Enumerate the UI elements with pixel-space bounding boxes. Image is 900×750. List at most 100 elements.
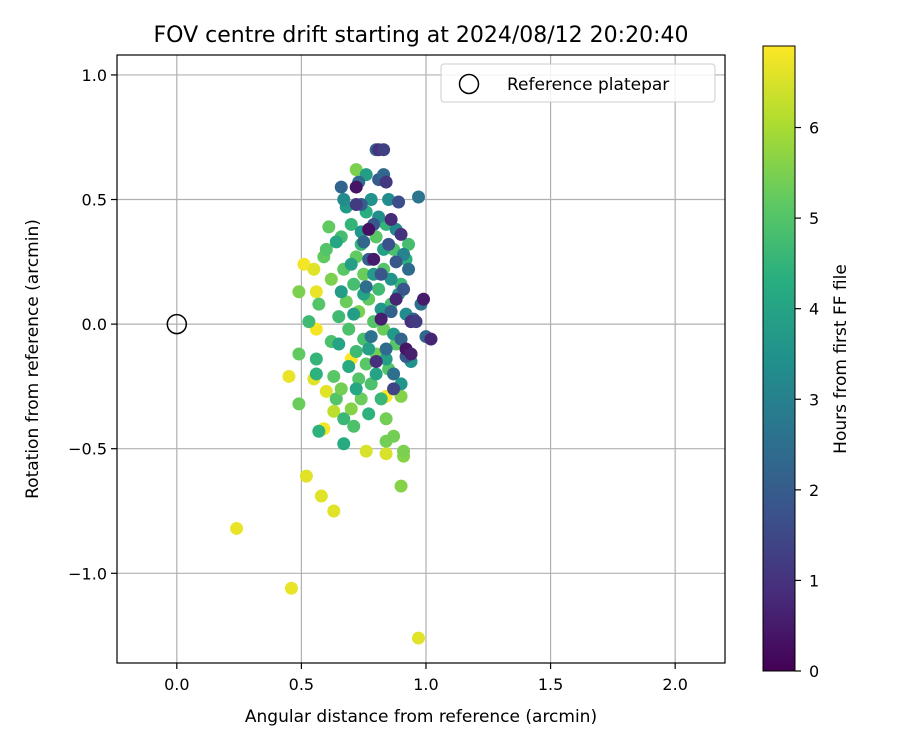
data-point bbox=[359, 280, 373, 294]
data-point bbox=[332, 310, 346, 324]
data-point bbox=[382, 193, 396, 207]
data-point bbox=[357, 267, 371, 281]
data-point bbox=[319, 384, 333, 398]
data-point bbox=[364, 193, 378, 207]
data-point bbox=[327, 369, 341, 383]
colorbar-tick-label: 0 bbox=[809, 662, 819, 681]
data-point bbox=[349, 163, 363, 177]
data-point bbox=[299, 469, 313, 483]
y-tick-label: −1.0 bbox=[68, 564, 107, 583]
data-point bbox=[292, 347, 306, 361]
data-point bbox=[394, 227, 408, 241]
data-point bbox=[394, 332, 408, 346]
data-point bbox=[332, 337, 346, 351]
data-point bbox=[349, 198, 363, 212]
data-point bbox=[354, 392, 368, 406]
data-point bbox=[352, 372, 366, 386]
data-point bbox=[379, 434, 393, 448]
legend-marker-open-circle bbox=[458, 73, 480, 95]
data-point bbox=[359, 444, 373, 458]
data-point bbox=[369, 367, 383, 381]
data-point bbox=[377, 143, 391, 157]
data-point bbox=[230, 521, 244, 535]
colorbar-tick-label: 3 bbox=[809, 390, 819, 409]
data-point bbox=[302, 315, 316, 329]
y-tick-label: −0.5 bbox=[68, 440, 107, 459]
x-axis-ticks: 0.0 0.5 1.0 1.5 2.0 bbox=[164, 663, 688, 694]
plot-frame bbox=[116, 54, 726, 664]
data-point bbox=[369, 354, 383, 368]
data-point bbox=[364, 330, 378, 344]
data-point bbox=[309, 367, 323, 381]
data-point bbox=[379, 175, 393, 189]
colorbar-label: Hours from first FF file bbox=[831, 264, 851, 454]
x-tick-label: 2.0 bbox=[662, 675, 687, 694]
data-point bbox=[282, 369, 296, 383]
data-point bbox=[284, 581, 298, 595]
data-point bbox=[372, 282, 386, 296]
data-point bbox=[367, 252, 381, 266]
data-point bbox=[322, 220, 336, 234]
data-point bbox=[309, 352, 323, 366]
data-point bbox=[349, 345, 363, 359]
chart-title: FOV centre drift starting at 2024/08/12 … bbox=[154, 23, 689, 48]
data-point bbox=[384, 212, 398, 226]
data-point bbox=[387, 367, 401, 381]
data-point bbox=[307, 262, 321, 276]
y-axis-ticks: −1.0 −0.5 0.0 0.5 1.0 bbox=[68, 66, 117, 583]
data-point bbox=[362, 407, 376, 421]
colorbar-tick-label: 2 bbox=[809, 481, 819, 500]
colorbar-tick-label: 1 bbox=[809, 571, 819, 590]
data-point bbox=[339, 295, 353, 309]
data-point bbox=[379, 342, 393, 356]
data-point bbox=[362, 342, 376, 356]
data-point bbox=[347, 277, 361, 291]
data-point bbox=[347, 419, 361, 433]
data-point bbox=[397, 444, 411, 458]
data-point bbox=[334, 382, 348, 396]
data-point bbox=[397, 282, 411, 296]
data-point bbox=[364, 377, 378, 391]
data-point bbox=[357, 235, 371, 249]
data-point bbox=[389, 292, 403, 306]
data-point bbox=[409, 315, 423, 329]
data-point bbox=[374, 267, 388, 281]
data-point bbox=[384, 272, 398, 286]
colorbar-ticks: 0 1 2 3 4 5 6 bbox=[795, 119, 819, 681]
data-point bbox=[392, 195, 406, 209]
y-tick-label: 0.5 bbox=[82, 191, 107, 210]
data-point bbox=[394, 479, 408, 493]
data-point bbox=[379, 352, 393, 366]
data-point bbox=[334, 285, 348, 299]
data-point bbox=[297, 257, 311, 271]
colorbar-tick-label: 4 bbox=[809, 300, 819, 319]
y-axis-label: Rotation from reference (arcmin) bbox=[23, 219, 43, 499]
data-point bbox=[344, 217, 358, 231]
data-point bbox=[374, 392, 388, 406]
reference-platepar-marker bbox=[166, 313, 188, 335]
x-tick-label: 1.0 bbox=[413, 675, 438, 694]
data-point bbox=[347, 307, 361, 321]
reference-marker-group bbox=[166, 313, 188, 335]
data-point bbox=[382, 237, 396, 251]
data-point bbox=[337, 412, 351, 426]
data-point bbox=[362, 222, 376, 236]
data-point bbox=[377, 322, 391, 336]
data-point bbox=[327, 504, 341, 518]
data-point bbox=[416, 292, 430, 306]
data-point bbox=[292, 285, 306, 299]
data-point bbox=[374, 312, 388, 326]
x-tick-label: 0.5 bbox=[289, 675, 314, 694]
data-point bbox=[334, 180, 348, 194]
data-point bbox=[374, 302, 388, 316]
data-point bbox=[342, 322, 356, 336]
data-point bbox=[327, 404, 341, 418]
grid-lines bbox=[117, 55, 725, 663]
data-point bbox=[412, 190, 426, 204]
data-point bbox=[349, 180, 363, 194]
data-point bbox=[402, 237, 416, 251]
data-point bbox=[324, 272, 338, 286]
y-tick-label: 0.0 bbox=[82, 315, 107, 334]
data-point bbox=[404, 347, 418, 361]
